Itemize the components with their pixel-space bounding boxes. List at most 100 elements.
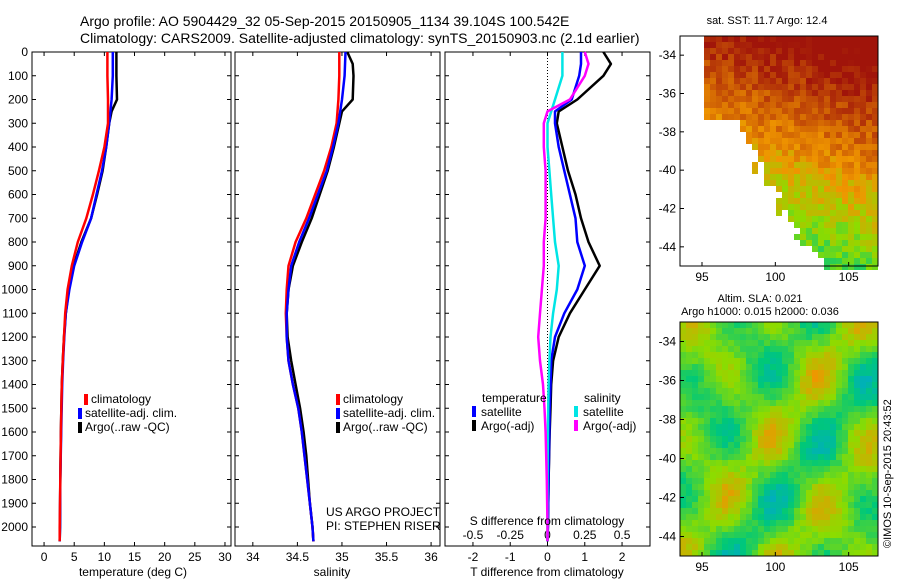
map-cell: [692, 538, 698, 544]
map-cell: [806, 36, 812, 42]
map-cell: [710, 508, 716, 514]
map-cell: [728, 60, 734, 66]
map-cell: [782, 466, 788, 472]
map-cell: [698, 472, 704, 478]
map-cell: [704, 322, 710, 328]
map-cell: [800, 388, 806, 394]
map-cell: [866, 334, 872, 340]
map-cell: [704, 364, 710, 370]
map-cell: [866, 168, 872, 174]
map-cell: [776, 132, 782, 138]
map-cell: [854, 358, 860, 364]
map-cell: [710, 96, 716, 102]
map-cell: [704, 454, 710, 460]
map-cell: [740, 120, 746, 126]
map-cell: [872, 526, 878, 532]
map-cell: [872, 54, 878, 60]
map-cell: [848, 412, 854, 418]
map-cell: [860, 234, 866, 240]
map-cell: [806, 448, 812, 454]
map-cell: [776, 442, 782, 448]
map-cell: [788, 120, 794, 126]
map-cell: [764, 550, 770, 556]
map-cell: [788, 48, 794, 54]
map-cell: [716, 544, 722, 550]
map-cell: [818, 370, 824, 376]
map-cell: [806, 228, 812, 234]
map-cell: [830, 382, 836, 388]
map-cell: [872, 496, 878, 502]
map-cell: [848, 460, 854, 466]
map-cell: [812, 508, 818, 514]
map-cell: [866, 174, 872, 180]
map-cell: [800, 72, 806, 78]
map-cell: [848, 114, 854, 120]
map-cell: [698, 418, 704, 424]
map-cell: [740, 460, 746, 466]
map-cell: [842, 54, 848, 60]
map-cell: [788, 544, 794, 550]
map-cell: [734, 454, 740, 460]
map-cell: [782, 120, 788, 126]
map-cell: [698, 340, 704, 346]
map-cell: [848, 174, 854, 180]
map-cell: [752, 358, 758, 364]
map-cell: [812, 204, 818, 210]
map-cell: [716, 96, 722, 102]
map-cell: [812, 550, 818, 556]
map-cell: [722, 60, 728, 66]
map-cell: [842, 162, 848, 168]
map-cell: [776, 60, 782, 66]
map-cell: [782, 418, 788, 424]
map-cell: [788, 466, 794, 472]
map-cell: [746, 406, 752, 412]
map-cell: [692, 340, 698, 346]
map-cell: [818, 216, 824, 222]
map-cell: [740, 544, 746, 550]
map-cell: [860, 382, 866, 388]
map-cell: [842, 264, 848, 270]
map-cell: [794, 162, 800, 168]
map-cell: [866, 252, 872, 258]
map-cell: [686, 508, 692, 514]
map-cell: [776, 430, 782, 436]
map-cell: [866, 382, 872, 388]
map-cell: [716, 322, 722, 328]
map-cell: [704, 394, 710, 400]
map-cell: [752, 544, 758, 550]
map-cell: [800, 322, 806, 328]
map-cell: [854, 222, 860, 228]
legend-t-satellite: satellite: [481, 405, 522, 419]
map-cell: [770, 526, 776, 532]
map-cell: [812, 42, 818, 48]
map-cell: [872, 490, 878, 496]
map-cell: [818, 496, 824, 502]
map-cell: [806, 496, 812, 502]
map-cell: [806, 126, 812, 132]
map-cell: [830, 48, 836, 54]
map-cell: [836, 358, 842, 364]
map-cell: [872, 406, 878, 412]
map-cell: [812, 72, 818, 78]
map-cell: [872, 430, 878, 436]
map-cell: [746, 48, 752, 54]
map-cell: [728, 436, 734, 442]
map-cell: [776, 370, 782, 376]
map-cell: [740, 502, 746, 508]
map-cell: [800, 210, 806, 216]
map-cell: [854, 264, 860, 270]
map-cell: [776, 346, 782, 352]
map-cell: [746, 508, 752, 514]
map-cell: [812, 502, 818, 508]
map-cell: [824, 394, 830, 400]
map-cell: [704, 484, 710, 490]
map-cell: [848, 90, 854, 96]
map-cell: [752, 120, 758, 126]
map-cell: [830, 156, 836, 162]
map-cell: [854, 90, 860, 96]
map-cell: [854, 370, 860, 376]
map-cell: [806, 376, 812, 382]
map-cell: [770, 496, 776, 502]
map-cell: [776, 72, 782, 78]
map-cell: [842, 150, 848, 156]
